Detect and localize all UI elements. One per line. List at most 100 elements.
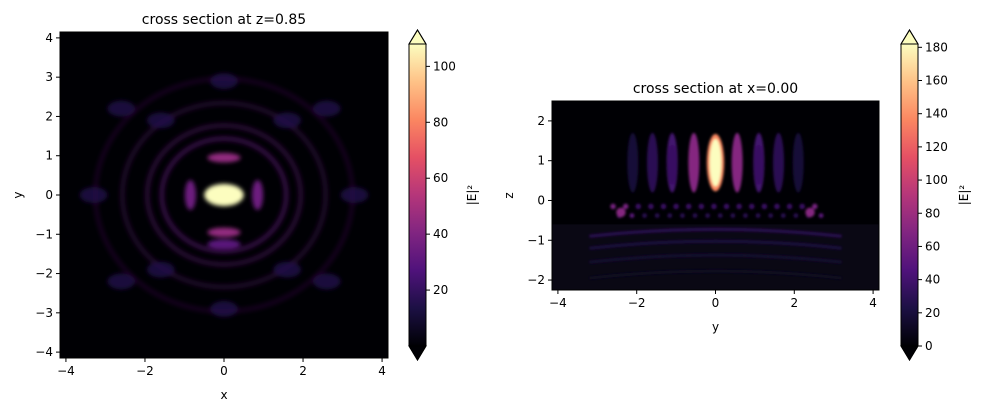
colorbar-gradient [901, 44, 918, 346]
y-tick-label: 0 [537, 193, 545, 207]
colorbar-tick-label: 100 [433, 59, 456, 73]
field-lobe [646, 132, 658, 193]
field-feature [252, 179, 264, 211]
field-lobe [792, 132, 804, 193]
interface-spot [680, 213, 685, 218]
colorbar-left: 20 40 60 80 100 |E|² [408, 29, 479, 361]
x-axis-label: x [220, 388, 227, 402]
field-hotspot [709, 138, 722, 187]
substrate-ripple [589, 239, 842, 250]
field-feature [805, 207, 815, 218]
field-spot [146, 112, 175, 129]
interface-spot [705, 213, 710, 218]
y-tick-label: 4 [45, 31, 53, 45]
field-spot [79, 187, 108, 203]
interference-ring [144, 123, 304, 267]
substrate-ripple [589, 269, 842, 280]
interface-spot [692, 213, 698, 218]
interface-spot [761, 203, 768, 210]
field-feature [207, 239, 241, 249]
y-tick-label: −1 [527, 233, 545, 247]
field-spot [312, 100, 341, 117]
chart-title: cross section at z=0.85 [142, 12, 306, 28]
field-spot [107, 100, 136, 117]
y-axis-label: z [502, 192, 516, 198]
x-tick-label: −4 [57, 364, 75, 378]
interface-spot [685, 203, 692, 210]
chart-left: −4 −2 0 2 4 −4 −3 −2 −1 0 1 2 3 4 x y cross section at z… [11, 12, 389, 402]
colorbar-tick-label: 80 [925, 206, 940, 220]
field-spot [146, 261, 175, 278]
field-feature [184, 179, 196, 211]
heatmap-layer [552, 132, 879, 290]
colorbar-tick-label: 140 [925, 107, 948, 121]
x-tick-label: −2 [136, 364, 154, 378]
y-tick-label: −4 [35, 345, 53, 359]
colorbar-tick-label: 100 [925, 173, 948, 187]
x-tick-label: 4 [869, 296, 877, 310]
interface-spot [743, 213, 748, 218]
interface-spot [774, 203, 780, 210]
interface-spot [793, 213, 799, 218]
colorbar-extend-min [900, 345, 919, 361]
field-spot [107, 273, 136, 290]
field-lobe [773, 132, 785, 193]
colorbar-tick-label: 0 [925, 339, 933, 353]
field-feature [689, 140, 699, 181]
colorbar-gradient [409, 44, 426, 346]
field-feature [754, 144, 764, 185]
interface-spot [698, 203, 705, 210]
interface-spot [635, 203, 642, 210]
y-tick-label: 0 [45, 188, 53, 202]
interface-spot [642, 213, 647, 218]
interface-spot [812, 203, 818, 210]
interface-spot [629, 213, 635, 218]
interference-ring [119, 100, 329, 290]
interface-spot [818, 213, 824, 218]
interface-spot [730, 213, 736, 218]
x-tick-label: 2 [299, 364, 307, 378]
y-tick-label: 1 [45, 149, 53, 163]
interface-spot [654, 213, 660, 218]
interface-spot [717, 213, 723, 218]
interface-spot [660, 203, 667, 210]
field-feature [667, 144, 677, 185]
y-tick-label: 2 [537, 114, 545, 128]
colorbar-label: |E|² [465, 185, 479, 206]
interface-spot [786, 203, 793, 210]
colorbar-tick-label: 40 [433, 227, 448, 241]
field-lobe [627, 132, 639, 193]
field-spot [312, 273, 341, 290]
interface-spot [610, 203, 616, 210]
interface-spot [711, 203, 717, 210]
y-tick-label: −2 [527, 273, 545, 287]
interface-spot [755, 213, 761, 218]
colorbar-tick-label: 40 [925, 273, 940, 287]
interface-spot [622, 203, 629, 210]
field-feature [207, 227, 241, 238]
colorbar-tick-label: 20 [433, 283, 448, 297]
y-axis-label: y [11, 191, 25, 198]
field-feature [207, 152, 241, 163]
x-tick-label: 4 [378, 364, 386, 378]
y-tick-label: −1 [35, 227, 53, 241]
colorbar-extend-max [900, 29, 919, 45]
x-tick-label: 2 [790, 296, 798, 310]
chart-right: −4 −2 0 2 4 −2 −1 0 1 2 y z cross section at x=0.00 [502, 81, 880, 334]
interface-spot [748, 203, 755, 210]
interface-spot [768, 213, 774, 218]
field-feature [616, 207, 626, 218]
colorbar-tick-label: 80 [433, 115, 448, 129]
field-feature [732, 140, 742, 181]
colorbar-tick-label: 60 [925, 239, 940, 253]
interface-spot [736, 203, 742, 210]
field-spot [273, 261, 302, 278]
field-spot [210, 73, 238, 89]
field-spot [273, 112, 302, 129]
x-tick-label: −2 [628, 296, 646, 310]
interface-spot [799, 203, 805, 210]
colorbar-right: 0 20 40 60 80 100 120 140 160 180 |E|² [900, 29, 971, 361]
substrate-ripple [589, 253, 842, 264]
colorbar-tick-label: 120 [925, 140, 948, 154]
